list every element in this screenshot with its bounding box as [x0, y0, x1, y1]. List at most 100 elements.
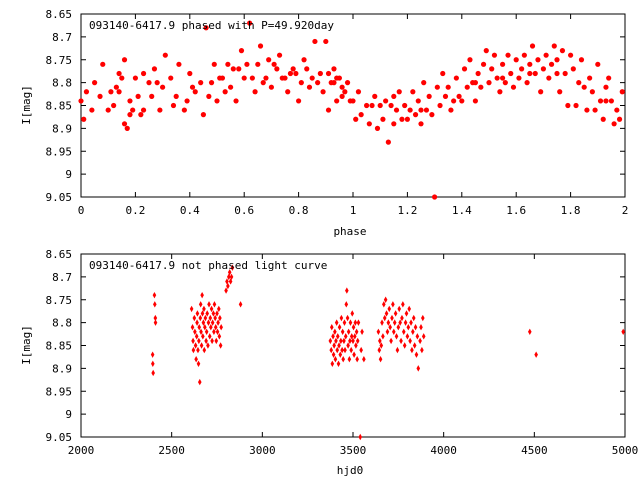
- y-axis-label: I[mag]: [20, 325, 33, 365]
- data-point: [565, 102, 571, 109]
- data-point: [108, 89, 114, 95]
- data-point: [410, 89, 416, 95]
- data-point: [113, 84, 119, 90]
- x-tick-label: 5000: [612, 444, 639, 457]
- data-point: [527, 61, 533, 67]
- data-point: [208, 314, 213, 322]
- data-point: [440, 70, 446, 77]
- data-point: [195, 310, 200, 317]
- axis-ticks: 0 0.2 0.4 0.6 0.8 1 1.2 1.4 1.6 1.8 2 8.65 8.7 8.75 8.…: [46, 8, 629, 217]
- data-point: [138, 112, 144, 118]
- data-point: [213, 324, 218, 331]
- data-point: [296, 98, 302, 104]
- data-point: [334, 98, 340, 104]
- data-point: [600, 116, 606, 122]
- data-point: [198, 80, 204, 86]
- data-point: [154, 80, 160, 86]
- x-axis-label: phase: [333, 225, 366, 238]
- data-point: [399, 337, 403, 345]
- data-point: [480, 61, 487, 67]
- data-point: [211, 310, 216, 317]
- data-point: [140, 70, 147, 77]
- data-point: [385, 139, 391, 145]
- data-point: [157, 107, 163, 113]
- data-point: [540, 66, 547, 72]
- data-point: [351, 337, 355, 345]
- data-point: [382, 301, 386, 308]
- data-point: [215, 310, 219, 317]
- data-point: [359, 346, 363, 354]
- data-point: [194, 333, 199, 340]
- data-point: [204, 337, 208, 345]
- data-point: [412, 112, 419, 118]
- data-point: [146, 80, 152, 86]
- data-point: [426, 93, 432, 99]
- data-point: [353, 333, 357, 340]
- data-point: [354, 342, 358, 349]
- data-point: [597, 98, 604, 104]
- data-point: [216, 319, 220, 326]
- data-point: [407, 305, 412, 313]
- data-point: [200, 112, 206, 118]
- data-point: [92, 80, 98, 86]
- data-point: [380, 116, 386, 122]
- data-point: [252, 89, 258, 95]
- data-point: [399, 116, 405, 122]
- axis-ticks: 2000 2500 3000 3500 4000 4500 5000 8.65 8.7 8.75 8…: [46, 248, 639, 457]
- data-point: [209, 324, 213, 331]
- data-point: [181, 107, 187, 113]
- data-point: [403, 319, 408, 326]
- data-point: [483, 48, 489, 54]
- data-point: [344, 80, 351, 86]
- x-axis-label: hjd0: [337, 464, 364, 477]
- data-point: [213, 314, 217, 322]
- data-point: [135, 93, 141, 99]
- x-tick-label: 2500: [158, 444, 185, 457]
- data-point: [204, 328, 209, 335]
- data-point: [309, 75, 315, 81]
- data-point: [383, 98, 389, 104]
- data-point: [401, 328, 406, 335]
- data-point: [337, 342, 341, 349]
- data-point: [219, 75, 226, 81]
- data-point: [336, 360, 341, 367]
- data-point: [192, 89, 198, 95]
- data-point: [461, 66, 468, 72]
- data-point: [401, 301, 405, 308]
- data-point: [195, 319, 199, 326]
- unphased-light-curve-panel: 2000 2500 3000 3500 4000 4500 5000 8.65 8.7 8.75 8…: [20, 248, 638, 477]
- data-point: [353, 319, 358, 326]
- data-point: [203, 25, 209, 31]
- data-point: [331, 351, 336, 358]
- data-point: [124, 125, 130, 131]
- data-point: [559, 48, 566, 54]
- data-point: [421, 333, 426, 340]
- data-point: [354, 328, 359, 335]
- y-tick-label: 9.05: [46, 431, 73, 444]
- data-point: [127, 98, 133, 104]
- data-point: [402, 102, 408, 109]
- data-point: [587, 75, 593, 81]
- data-point: [105, 107, 111, 113]
- data-point: [554, 57, 560, 63]
- x-tick-label: 3500: [340, 444, 367, 457]
- y-tick-label: 8.8: [52, 77, 72, 90]
- data-point: [191, 337, 195, 345]
- data-point: [315, 80, 321, 86]
- data-point: [199, 342, 204, 349]
- data-point: [353, 116, 359, 122]
- data-point: [236, 66, 242, 72]
- y-tick-label: 8.7: [52, 271, 72, 284]
- data-point: [173, 93, 179, 99]
- data-point: [392, 328, 396, 335]
- data-point: [404, 116, 410, 122]
- x-tick-label: 0.8: [289, 204, 309, 217]
- data-point: [301, 57, 307, 63]
- data-point: [478, 84, 484, 90]
- data-point: [203, 324, 207, 331]
- data-point: [355, 337, 360, 345]
- data-point: [494, 75, 500, 81]
- data-point: [570, 66, 576, 72]
- data-point: [329, 346, 334, 354]
